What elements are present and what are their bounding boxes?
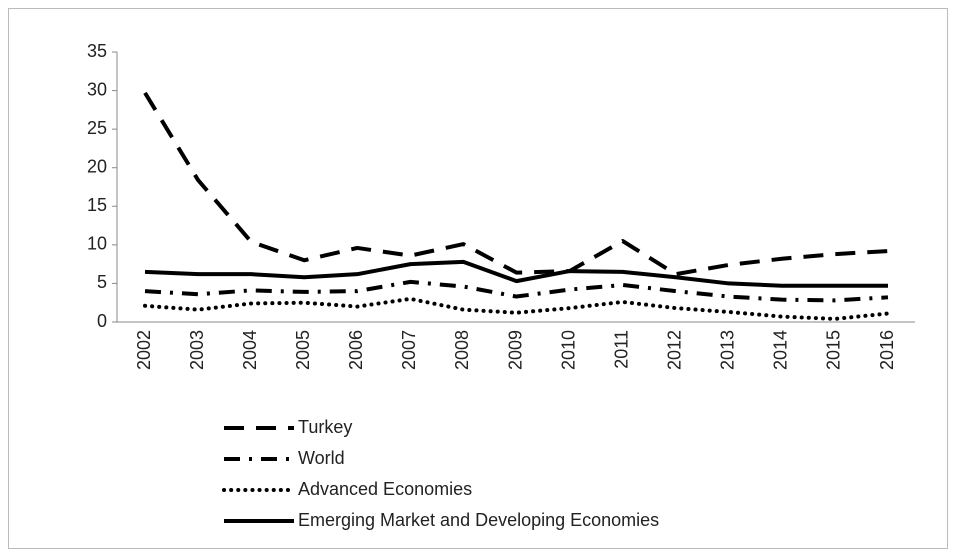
x-tick-label: 2010 xyxy=(558,330,578,370)
chart-frame xyxy=(8,8,948,549)
y-tick-label: 30 xyxy=(87,79,107,99)
x-tick-label: 2006 xyxy=(346,330,366,370)
series-line xyxy=(144,279,889,303)
legend-label: Turkey xyxy=(298,417,352,437)
x-tick-label: 2008 xyxy=(452,330,472,370)
legend-label: Advanced Economies xyxy=(298,479,472,499)
x-tick-label: 2013 xyxy=(718,330,738,370)
y-tick-label: 10 xyxy=(87,234,107,254)
x-tick-label: 2005 xyxy=(293,330,313,370)
y-tick-label: 0 xyxy=(97,311,107,331)
x-tick-label: 2012 xyxy=(664,330,684,370)
x-tick-label: 2016 xyxy=(877,330,897,370)
y-tick-label: 15 xyxy=(87,195,107,215)
y-tick-label: 35 xyxy=(87,41,107,61)
x-tick-label: 2011 xyxy=(611,330,631,369)
x-tick-label: 2002 xyxy=(134,330,154,370)
x-tick-label: 2003 xyxy=(187,330,207,370)
y-tick-label: 20 xyxy=(87,156,107,176)
series-line xyxy=(143,91,889,277)
y-tick-label: 5 xyxy=(97,272,107,292)
y-tick-label: 25 xyxy=(87,118,107,138)
x-tick-label: 2009 xyxy=(505,330,525,370)
x-tick-label: 2014 xyxy=(771,330,791,370)
series-line xyxy=(144,259,888,288)
x-tick-label: 2007 xyxy=(399,330,419,370)
legend-label: World xyxy=(298,448,345,468)
legend-label: Emerging Market and Developing Economies xyxy=(298,510,659,530)
x-tick-label: 2015 xyxy=(824,330,844,370)
x-tick-label: 2004 xyxy=(240,330,260,370)
